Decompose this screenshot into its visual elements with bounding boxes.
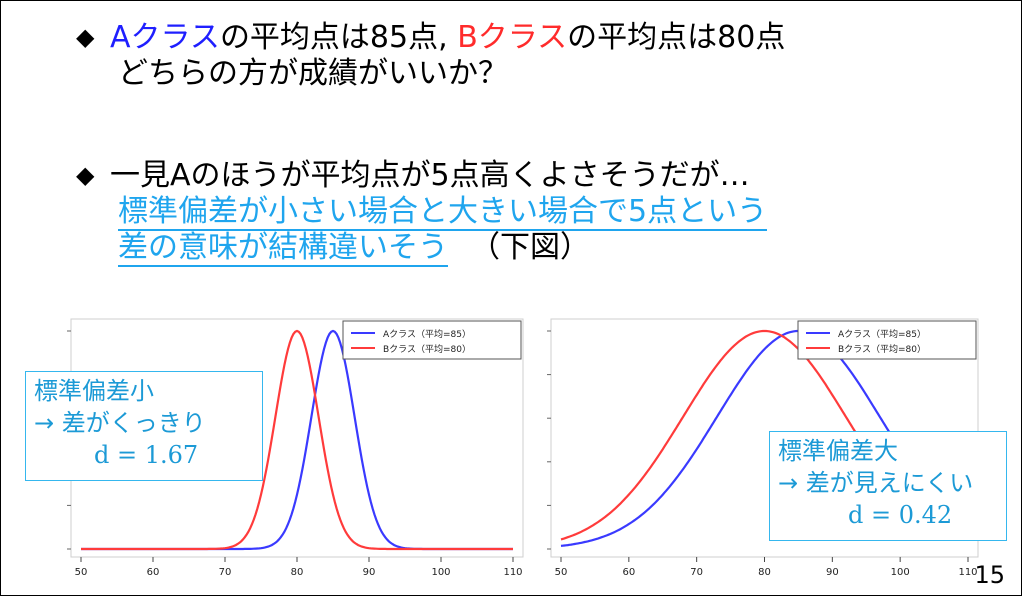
callout-large-sd-title: 標準偏差大 [778, 437, 898, 465]
sd-link-line2[interactable]: 差の意味が結構違いそう [118, 230, 448, 267]
effect-size-small-sd: d = 1.67 [94, 441, 199, 469]
legend-box [797, 320, 977, 360]
callout-large-sd: 標準偏差大 → 差が見えにくい d = 0.42 [769, 431, 1007, 541]
x-tick-label: 60 [622, 567, 635, 578]
legend-label: Bクラス（平均=80） [838, 343, 926, 355]
callout-large-sd-desc: → 差が見えにくい [778, 469, 974, 497]
callout-small-sd-desc: → 差がくっきり [34, 409, 206, 437]
legend-box [342, 320, 522, 360]
bullet-2-line3: 差の意味が結構違いそう （下図） [76, 230, 767, 267]
bullet-1-line1: ◆ Aクラスの平均点は85点, Bクラスの平均点は80点 [76, 19, 785, 56]
legend-label: Aクラス（平均=85） [838, 328, 926, 340]
x-tick-label: 80 [291, 567, 304, 578]
x-tick-label: 100 [891, 567, 910, 578]
series-b-line [81, 329, 513, 551]
callout-small-sd-title: 標準偏差小 [34, 377, 154, 405]
x-tick-label: 70 [219, 567, 232, 578]
x-tick-label: 50 [75, 567, 88, 578]
x-tick-label: 50 [555, 567, 568, 578]
bullet-2: ◆ 一見Aのほうが平均点が5点高くよさそうだが… 標準偏差が小さい場合と大きい場合… [76, 157, 768, 267]
figure-reference: （下図） [470, 230, 590, 265]
x-tick-label: 60 [147, 567, 160, 578]
diamond-bullet-icon: ◆ [76, 161, 95, 189]
callout-small-sd: 標準偏差小 → 差がくっきり d = 1.67 [25, 371, 263, 481]
bullet-2-text: 一見Aのほうが平均点が5点高くよさそうだが… [110, 158, 750, 193]
class-b-label: Bクラス [457, 20, 568, 55]
x-tick-label: 90 [826, 567, 839, 578]
x-tick-label: 100 [431, 567, 450, 578]
bullet-1-mid-text: の平均点は85点, [219, 20, 458, 55]
x-tick-label: 110 [503, 567, 522, 578]
bullet-1-line2: どちらの方が成績がいいか？ [118, 56, 508, 91]
x-tick-label: 70 [690, 567, 703, 578]
bullet-2-line1: ◆ 一見Aのほうが平均点が5点高くよさそうだが… [76, 157, 767, 194]
class-a-label: Aクラス [110, 20, 220, 55]
legend-label: Bクラス（平均=80） [383, 343, 471, 355]
x-tick-label: 110 [958, 567, 977, 578]
page-number: 15 [974, 561, 1005, 589]
sd-link-line1[interactable]: 標準偏差が小さい場合と大きい場合で5点という [118, 194, 768, 231]
x-tick-label: 80 [758, 567, 771, 578]
effect-size-large-sd: d = 0.42 [848, 501, 953, 529]
bullet-2-line2: 標準偏差が小さい場合と大きい場合で5点という [76, 194, 768, 231]
x-tick-label: 90 [363, 567, 376, 578]
bullet-1-end-text: の平均点は80点 [567, 20, 786, 55]
bullet-1: ◆ Aクラスの平均点は85点, Bクラスの平均点は80点 どちらの方が成績がいいか… [76, 19, 785, 92]
diamond-bullet-icon: ◆ [76, 23, 95, 51]
legend-label: Aクラス（平均=85） [383, 328, 471, 340]
